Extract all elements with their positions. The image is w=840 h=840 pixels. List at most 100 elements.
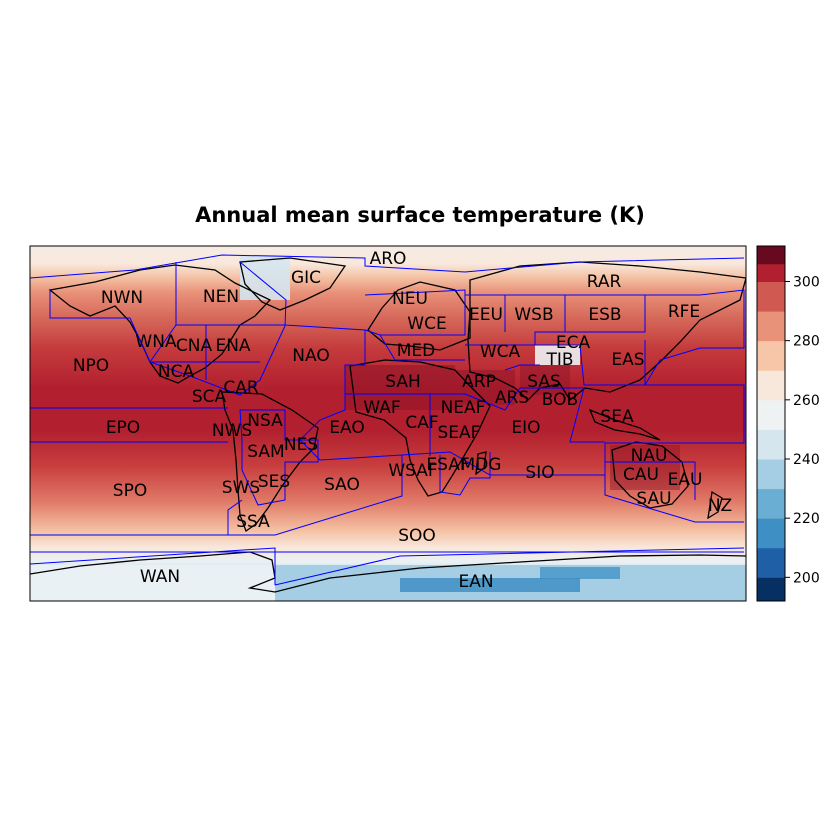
colorbar-band-12 xyxy=(757,246,785,265)
region-label-ARS: ARS xyxy=(495,388,529,408)
region-label-NPO: NPO xyxy=(73,356,109,376)
region-label-SEA: SEA xyxy=(600,407,634,427)
region-label-TIB: TIB xyxy=(545,350,573,370)
region-label-CAF: CAF xyxy=(405,413,438,433)
boundary-atlantic xyxy=(228,324,403,536)
region-label-CAU: CAU xyxy=(623,465,659,485)
region-label-NCA: NCA xyxy=(158,362,195,382)
region-label-EIO: EIO xyxy=(511,418,540,438)
boundary-europe xyxy=(364,289,466,361)
colorbar-tick-label-280: 280 xyxy=(793,334,820,350)
map-panel xyxy=(30,246,746,601)
region-label-WSAF: WSAF xyxy=(388,461,437,481)
colorbar: 200 220 240 260 280 300 xyxy=(756,245,820,602)
map-frame xyxy=(29,245,747,602)
boundary-africa-south xyxy=(439,452,491,496)
boundary-arctic xyxy=(30,254,745,279)
colorbar-band-8 xyxy=(757,340,785,371)
chart-title: Annual mean surface temperature (K) xyxy=(195,203,645,227)
region-label-ARO: ARO xyxy=(370,249,407,269)
region-label-RAR: RAR xyxy=(587,272,622,292)
cold-patch-antarctic-interior xyxy=(540,567,620,579)
region-label-SAH: SAH xyxy=(385,372,421,392)
region-label-EEU: EEU xyxy=(469,305,503,325)
warm-patch-south-asia xyxy=(520,365,570,395)
region-label-NEN: NEN xyxy=(203,287,239,307)
region-label-NZ: NZ xyxy=(708,496,732,516)
region-label-ARP: ARP xyxy=(462,372,496,392)
colorbar-band-7 xyxy=(757,370,785,401)
colorbar-band-9 xyxy=(757,311,785,342)
colorbar-tick-label-240: 240 xyxy=(793,452,820,468)
boundary-north-america xyxy=(49,261,287,396)
colorbar-band-10 xyxy=(757,281,785,312)
region-label-CAR: CAR xyxy=(223,378,258,398)
region-label-RFE: RFE xyxy=(668,302,700,322)
cold-patch-tibet xyxy=(535,345,580,365)
region-label-WNA: WNA xyxy=(135,332,177,352)
region-label-ESAF: ESAF xyxy=(426,455,469,475)
region-label-SPO: SPO xyxy=(113,481,147,501)
cold-patch-antarctic-plateau xyxy=(400,578,580,592)
colorbar-band-3 xyxy=(757,488,785,519)
colorbar-band-2 xyxy=(757,518,785,549)
coastline-greenland xyxy=(239,257,347,311)
region-label-SAO: SAO xyxy=(324,475,360,495)
region-label-MDG: MDG xyxy=(461,455,502,475)
region-label-SWS: SWS xyxy=(222,478,260,498)
colorbar-band-0 xyxy=(757,577,785,602)
cold-patch-greenland xyxy=(240,255,290,300)
boundary-antarctica xyxy=(30,547,745,586)
colorbar-tick-label-220: 220 xyxy=(793,511,820,527)
region-label-ESB: ESB xyxy=(588,305,621,325)
warm-patch-australia xyxy=(610,445,680,490)
coastline-antarctica xyxy=(30,551,746,593)
region-label-SES: SES xyxy=(258,472,290,492)
region-label-ECA: ECA xyxy=(556,333,591,353)
region-label-SAU: SAU xyxy=(636,489,671,509)
colorbar-band-1 xyxy=(757,547,785,578)
region-label-EPO: EPO xyxy=(106,418,140,438)
colorbar-tick-label-260: 260 xyxy=(793,393,820,409)
region-label-MED: MED xyxy=(397,341,436,361)
region-label-CNA: CNA xyxy=(176,336,213,356)
region-label-SOO: SOO xyxy=(398,526,436,546)
coastline-africa xyxy=(349,359,491,497)
region-label-NEU: NEU xyxy=(392,289,428,309)
region-label-EAN: EAN xyxy=(458,572,493,592)
boundary-tropics xyxy=(30,384,745,456)
colorbar-tick-label-200: 200 xyxy=(793,570,820,586)
region-label-NWN: NWN xyxy=(101,288,143,308)
colorbar-tick-label-300: 300 xyxy=(793,275,820,291)
region-label-SEAF: SEAF xyxy=(438,423,481,443)
boundary-east-asia xyxy=(504,340,646,386)
coastline-maritime-continent xyxy=(588,408,661,441)
region-label-WCA: WCA xyxy=(480,342,521,362)
region-label-NAU: NAU xyxy=(631,446,668,466)
boundary-asia-grid xyxy=(465,289,745,386)
region-label-WSB: WSB xyxy=(514,305,553,325)
colorbar-band-5 xyxy=(757,429,785,460)
coastline-north-america xyxy=(48,264,272,384)
region-label-WCE: WCE xyxy=(407,314,446,334)
region-label-GIC: GIC xyxy=(291,268,321,288)
region-label-NWS: NWS xyxy=(212,421,252,441)
region-label-NEAF: NEAF xyxy=(441,398,486,418)
region-label-ENA: ENA xyxy=(215,336,250,356)
region-label-EAU: EAU xyxy=(668,470,703,490)
region-label-SAM: SAM xyxy=(247,442,284,462)
cold-patch-west-antarctica xyxy=(30,565,275,601)
region-label-NES: NES xyxy=(284,435,318,455)
region-label-SSA: SSA xyxy=(236,512,270,532)
coastline-australia xyxy=(611,441,689,509)
region-label-BOB: BOB xyxy=(542,390,578,410)
warm-patch-sahara xyxy=(345,365,455,410)
boundary-sam xyxy=(239,409,319,506)
coastline-asia xyxy=(467,261,746,401)
region-labels: ARO GIC NWN NEN RAR NEU WCE EEU WSB ESB … xyxy=(73,249,732,592)
region-label-NSA: NSA xyxy=(247,411,283,431)
colorbar-band-6 xyxy=(757,399,785,430)
colorbar-frame xyxy=(756,245,786,602)
boundary-aus xyxy=(604,443,696,500)
region-label-SIO: SIO xyxy=(525,463,554,483)
